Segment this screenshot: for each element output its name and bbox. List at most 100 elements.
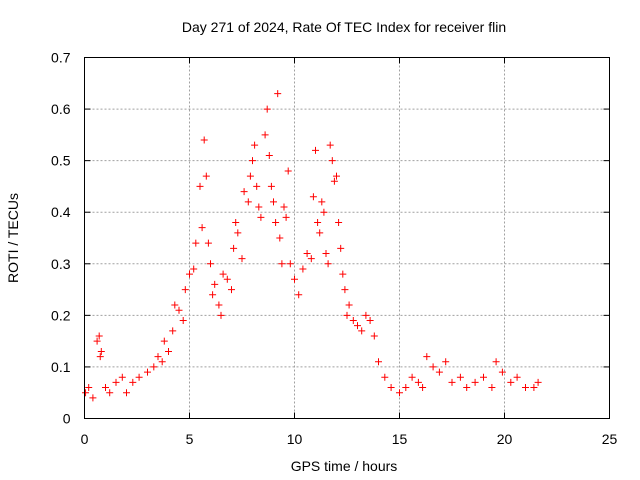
data-point bbox=[211, 280, 219, 288]
data-point bbox=[96, 353, 104, 361]
data-point bbox=[295, 291, 303, 299]
data-point bbox=[270, 198, 277, 206]
x-tick-label: 25 bbox=[602, 431, 618, 447]
data-point bbox=[82, 389, 90, 397]
x-tick-label: 0 bbox=[81, 431, 89, 447]
data-point bbox=[435, 368, 443, 376]
data-point bbox=[396, 389, 403, 397]
data-point bbox=[150, 363, 158, 371]
data-point bbox=[276, 234, 284, 242]
data-point bbox=[123, 389, 130, 397]
data-point bbox=[192, 239, 200, 247]
data-point bbox=[118, 373, 126, 381]
data-point bbox=[93, 337, 101, 345]
data-point bbox=[480, 373, 487, 381]
data-point bbox=[102, 384, 109, 392]
data-point bbox=[112, 378, 120, 386]
grid bbox=[84, 57, 610, 419]
data-point bbox=[272, 219, 280, 227]
data-point bbox=[244, 198, 252, 206]
x-tick-label: 15 bbox=[392, 431, 408, 447]
data-point bbox=[328, 157, 336, 165]
data-point bbox=[89, 394, 97, 402]
data-point bbox=[339, 270, 347, 278]
data-point bbox=[463, 384, 471, 392]
data-point bbox=[228, 286, 235, 294]
y-tick-label: 0 bbox=[63, 411, 71, 427]
x-axis-label: GPS time / hours bbox=[291, 458, 398, 474]
data-point bbox=[255, 203, 263, 211]
data-point bbox=[513, 373, 521, 381]
y-axis-label: ROTI / TECUs bbox=[5, 193, 21, 283]
y-tick-label: 0.6 bbox=[51, 101, 71, 117]
data-point bbox=[402, 384, 410, 392]
data-point bbox=[175, 306, 183, 314]
data-point bbox=[234, 229, 242, 237]
data-point bbox=[362, 311, 370, 319]
data-point bbox=[488, 384, 496, 392]
data-point bbox=[381, 373, 389, 381]
data-point bbox=[263, 105, 271, 113]
data-point bbox=[318, 198, 326, 206]
data-point bbox=[158, 358, 166, 366]
data-point bbox=[230, 244, 238, 252]
data-point bbox=[204, 239, 212, 247]
data-point bbox=[507, 378, 515, 386]
data-point bbox=[335, 219, 343, 227]
data-point bbox=[314, 219, 322, 227]
data-point bbox=[85, 384, 93, 392]
data-point bbox=[165, 347, 172, 355]
y-tick-label: 0.5 bbox=[51, 153, 71, 169]
data-point bbox=[232, 219, 240, 227]
data-point bbox=[307, 255, 315, 263]
data-point bbox=[375, 358, 382, 366]
data-point bbox=[95, 332, 103, 340]
data-point bbox=[448, 378, 456, 386]
chart-title: Day 271 of 2024, Rate Of TEC Index for r… bbox=[182, 19, 506, 35]
data-point bbox=[337, 244, 345, 252]
data-point bbox=[219, 270, 227, 278]
x-tick-label: 5 bbox=[186, 431, 194, 447]
data-point bbox=[471, 378, 479, 386]
data-point bbox=[343, 311, 351, 319]
data-point bbox=[492, 358, 500, 366]
data-point bbox=[322, 249, 330, 257]
data-point bbox=[414, 378, 422, 386]
data-point bbox=[320, 208, 328, 216]
data-point bbox=[238, 255, 246, 263]
data-point bbox=[284, 167, 292, 175]
data-point bbox=[345, 301, 353, 309]
data-point bbox=[456, 373, 464, 381]
data-point bbox=[354, 322, 361, 330]
plot-frame bbox=[84, 57, 610, 419]
data-point bbox=[312, 146, 319, 154]
data-point bbox=[181, 286, 189, 294]
data-point bbox=[186, 270, 193, 278]
data-points bbox=[82, 90, 542, 402]
data-point bbox=[286, 260, 294, 268]
data-point bbox=[179, 317, 187, 325]
data-point bbox=[442, 358, 450, 366]
data-point bbox=[246, 172, 254, 180]
y-tick-label: 0.7 bbox=[51, 50, 71, 66]
data-point bbox=[309, 193, 317, 201]
data-point bbox=[207, 260, 214, 268]
data-point bbox=[366, 317, 374, 325]
data-point bbox=[160, 337, 168, 345]
data-point bbox=[498, 368, 506, 376]
data-point bbox=[267, 182, 275, 190]
data-point bbox=[171, 301, 179, 309]
data-point bbox=[408, 373, 416, 381]
y-tick-label: 0.1 bbox=[51, 359, 71, 375]
data-point bbox=[97, 347, 105, 355]
data-point bbox=[534, 378, 542, 386]
data-point bbox=[129, 378, 137, 386]
y-tick-label: 0.2 bbox=[51, 307, 71, 323]
data-point bbox=[265, 151, 273, 159]
data-point bbox=[257, 213, 265, 221]
data-point bbox=[423, 353, 431, 361]
data-point bbox=[251, 141, 259, 149]
data-point bbox=[333, 172, 340, 180]
data-point bbox=[261, 131, 269, 139]
